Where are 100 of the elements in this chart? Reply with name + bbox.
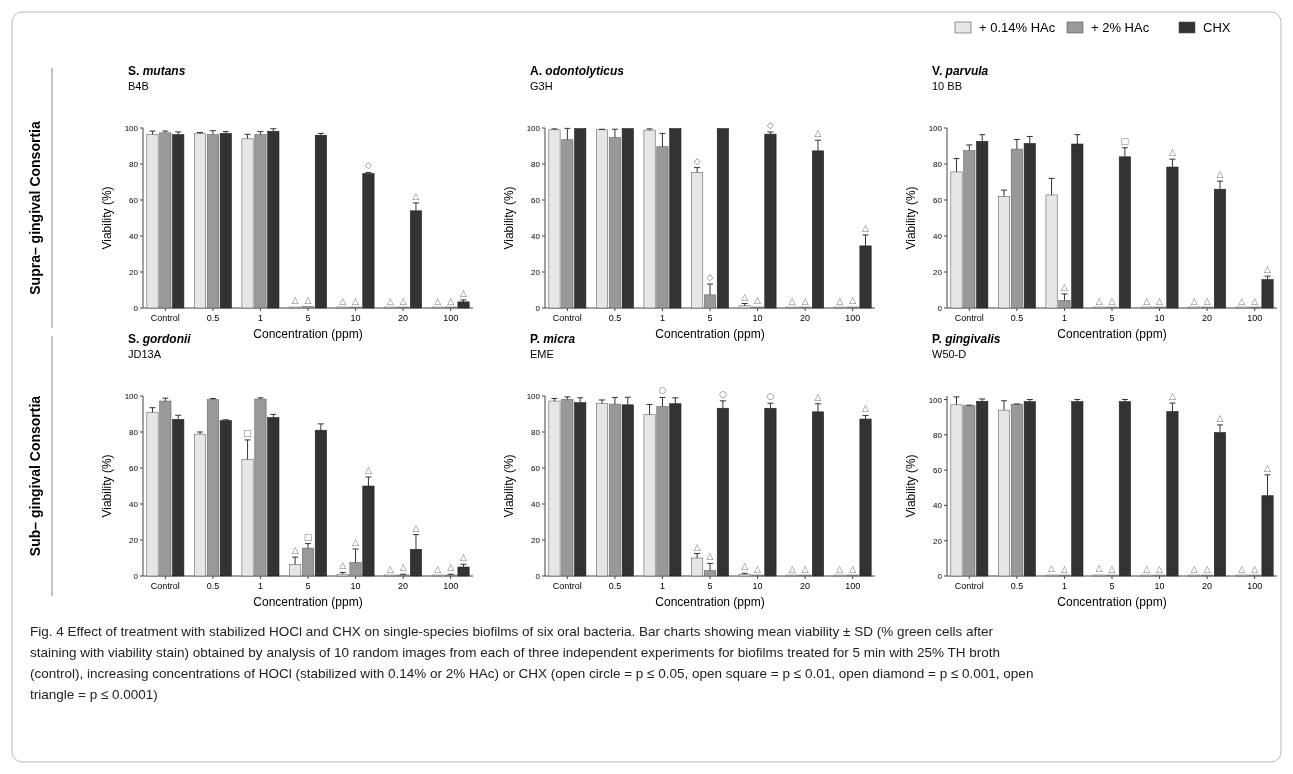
y-tick-label: 60 [531,464,541,473]
data-label: ◇ [364,160,372,171]
data-label: △ [1156,296,1164,306]
bar [859,418,872,577]
data-label: ○ [718,388,727,399]
y-axis-title: Viability (%) [904,186,918,250]
bar [574,128,587,309]
y-tick-label: 60 [933,466,943,476]
data-label: △ [1048,563,1056,574]
y-tick-label: 60 [531,196,541,205]
x-axis-title: Concentration (ppm) [655,327,765,341]
x-tick-label: 20 [1202,313,1213,323]
bar [669,128,682,309]
data-label: △ [460,552,468,563]
data-label: △ [741,561,749,572]
x-tick-label: 0.5 [206,581,220,591]
legend-label: + 2% HAc [1091,20,1150,35]
x-axis-title: Concentration (ppm) [655,595,765,609]
x-tick-label: 20 [398,581,409,591]
bar [267,130,280,309]
y-tick-label: 40 [129,232,139,241]
y-tick-label: 80 [129,160,139,169]
data-label: △ [754,564,762,574]
data-label: △ [339,560,347,571]
data-label: △ [1190,296,1198,306]
data-label: △ [706,551,714,562]
y-tick-label: 40 [129,500,139,509]
bar [716,128,729,309]
y-tick-label: 80 [531,160,541,169]
data-label: △ [1216,169,1224,180]
data-label: △ [1216,412,1224,423]
data-label: △ [1060,564,1068,574]
y-tick-label: 80 [933,430,943,440]
data-label: △ [788,296,796,306]
data-label: △ [1143,296,1151,306]
y-axis-title: Viability (%) [100,454,114,518]
caption: Fig. 4 Effect of treatment with stabilized HOCl and CHX on single-species biofilms of six oral bacteria. Bar charts showing mean viability ± SD (% green cells after staining with viability stain) obtained by analysis of 10 random images from each of three independent experiments for biofilms treated for 5 min with 25% TH broth (control), increasing concentrations of HOCl (stabilized with 0.14% or 2% HAc) or CHX (open circle = p ≤ 0.05, open square = p ≤ 0.01, open diamond = p ≤ 0.001, open triangle = p ≤ 0.0001) [30,624,1034,702]
data-label: △ [304,294,312,305]
data-label: △ [399,296,407,306]
data-label: △ [849,564,857,574]
x-tick-label: 1 [1061,581,1067,591]
bar [172,419,185,577]
bar [1261,279,1274,309]
bar [621,128,634,309]
x-tick-label: 5 [305,313,311,323]
y-tick-label: 60 [129,196,139,205]
data-label: △ [1168,147,1176,158]
x-tick-label: 5 [1109,581,1115,591]
x-axis-title: Concentration (ppm) [253,595,363,609]
x-tick-label: 100 [443,581,459,591]
data-label: △ [1060,281,1068,292]
chart-title: P. micra [530,332,576,346]
chart-subtitle: JD13A [128,348,162,360]
data-label: △ [447,562,455,573]
data-label: △ [386,564,394,574]
bar [219,133,232,309]
chart-title: S. gordonii [128,332,192,346]
y-tick-label: 20 [933,268,943,277]
bar [976,400,989,577]
data-label: □ [1120,135,1130,146]
data-label: △ [814,128,822,139]
data-label: △ [291,295,299,306]
y-tick-label: 100 [526,392,541,401]
x-tick-label: 10 [1154,581,1165,591]
bar [314,429,327,577]
x-tick-label: 1 [659,313,665,323]
data-label: △ [849,295,857,306]
x-tick-label: 1 [257,313,263,323]
legend-label: CHX [1203,20,1231,35]
y-tick-label: 0 [535,304,541,313]
data-label: △ [836,296,844,306]
y-tick-label: 20 [933,536,943,546]
x-tick-label: 0.5 [1010,581,1024,591]
y-tick-label: 60 [129,464,139,473]
y-tick-label: 60 [933,196,943,205]
x-tick-label: Control [954,581,984,591]
data-label: ○ [658,385,667,396]
data-label: △ [291,545,299,556]
bar [457,301,470,309]
y-tick-label: 0 [535,572,541,581]
x-axis-title: Concentration (ppm) [253,327,363,341]
chart-title: S. mutans [128,64,186,78]
y-tick-label: 40 [933,232,943,241]
x-tick-label: Control [552,581,582,591]
data-label: □ [243,427,252,438]
chart-subtitle: EME [530,348,554,360]
bar [362,173,375,309]
x-tick-label: Control [150,313,180,323]
chart-title: P. gingivalis [932,332,1001,346]
data-label: △ [862,403,870,414]
data-label: △ [399,562,407,573]
x-tick-label: 20 [800,313,811,323]
x-tick-label: 20 [1202,581,1213,591]
bar [1023,401,1036,577]
text: Sub– gingival Consortia [27,395,43,557]
y-tick-label: 20 [129,536,139,545]
chart-subtitle: W50-D [932,348,967,360]
data-label: △ [1108,564,1116,574]
y-axis-title: Viability (%) [502,454,516,518]
data-label: △ [1143,564,1151,574]
